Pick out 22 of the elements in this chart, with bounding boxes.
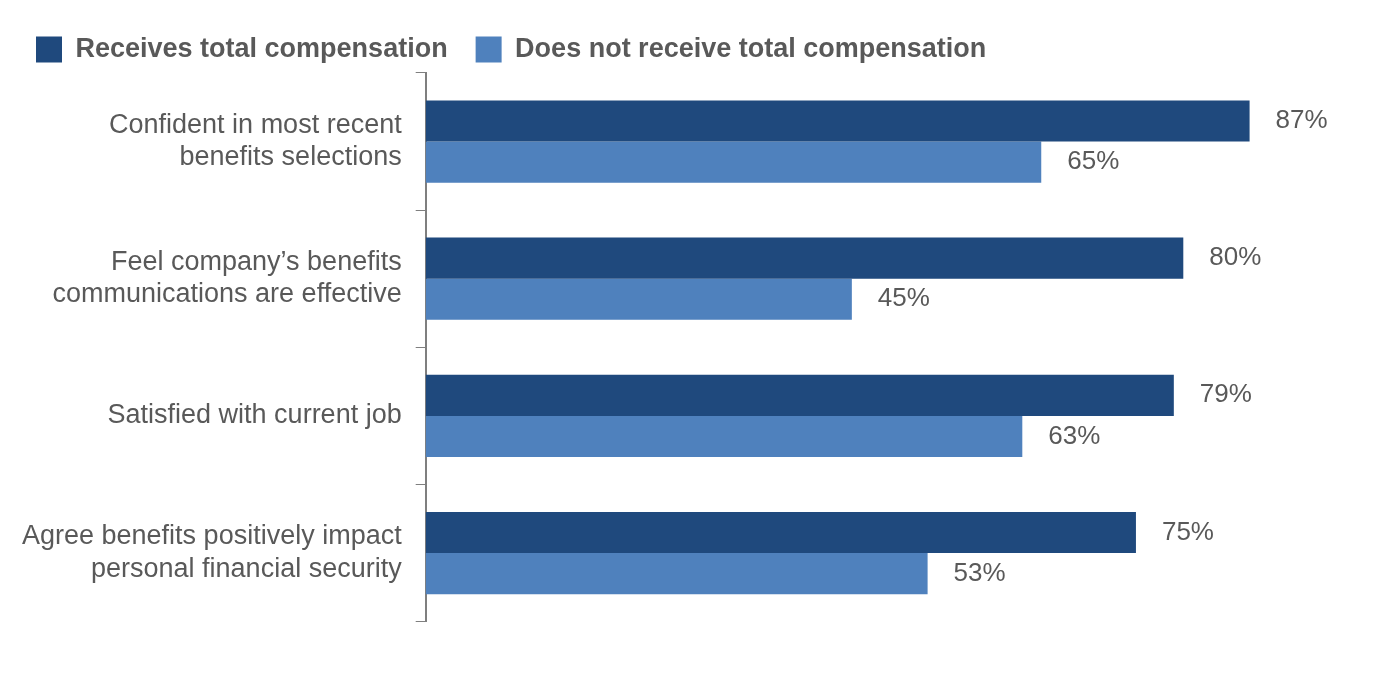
bar	[425, 237, 1184, 279]
bar	[425, 100, 1250, 142]
data-label: 80%	[1209, 241, 1262, 272]
y-tick-label: Confident in most recent benefits selections	[109, 108, 403, 172]
y-tick-label: Feel company’s benefits communications are effective	[52, 245, 402, 309]
data-label: 45%	[877, 282, 930, 313]
bar	[425, 374, 1174, 416]
data-label: 75%	[1161, 515, 1214, 546]
data-label: 87%	[1275, 104, 1328, 135]
data-label: 63%	[1048, 419, 1101, 450]
y-tick-label: Satisfied with current job	[107, 399, 402, 430]
legend-label: Does not receive total compensation	[515, 32, 987, 63]
bar	[425, 511, 1136, 554]
data-label: 79%	[1199, 378, 1252, 409]
y-tick-label: Agree benefits positively impact personal financial security	[22, 520, 403, 583]
legend-label: Receives total compensation	[75, 32, 448, 63]
data-label: 53%	[953, 556, 1006, 587]
bar	[425, 415, 1023, 458]
bar	[425, 141, 1042, 183]
bar	[425, 553, 928, 595]
data-label: 65%	[1067, 145, 1120, 176]
bar	[425, 278, 852, 320]
